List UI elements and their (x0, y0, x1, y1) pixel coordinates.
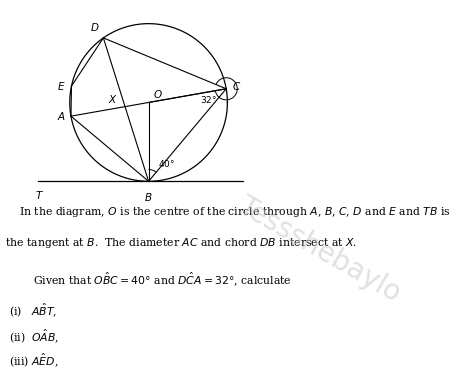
Text: $32°$: $32°$ (199, 94, 217, 105)
Text: (iii) $A\hat{E}D$,: (iii) $A\hat{E}D$, (9, 351, 59, 369)
Text: $B$: $B$ (144, 191, 153, 203)
Text: the tangent at $B$.  The diameter $AC$ and chord $DB$ intersect at $X$.: the tangent at $B$. The diameter $AC$ an… (5, 236, 357, 250)
Text: $40°$: $40°$ (158, 159, 175, 169)
Text: $X$: $X$ (108, 93, 118, 105)
Text: (i)   $A\hat{B}T$,: (i) $A\hat{B}T$, (9, 301, 58, 319)
Text: Given that $O\hat{B}C = 40°$ and $D\hat{C}A = 32°$, calculate: Given that $O\hat{B}C = 40°$ and $D\hat{… (33, 270, 292, 288)
Text: $C$: $C$ (232, 81, 241, 93)
Text: Tessshebaylo: Tessshebaylo (233, 192, 405, 308)
Text: $A$: $A$ (57, 110, 66, 122)
Text: $E$: $E$ (57, 80, 66, 92)
Text: $D$: $D$ (90, 21, 99, 33)
Text: $T$: $T$ (35, 189, 44, 201)
Text: $O$: $O$ (153, 88, 163, 100)
Text: In the diagram, $O$ is the centre of the circle through $A$, $B$, $C$, $D$ and $: In the diagram, $O$ is the centre of the… (19, 205, 451, 219)
Text: (ii)  $O\hat{A}B$,: (ii) $O\hat{A}B$, (9, 327, 60, 345)
